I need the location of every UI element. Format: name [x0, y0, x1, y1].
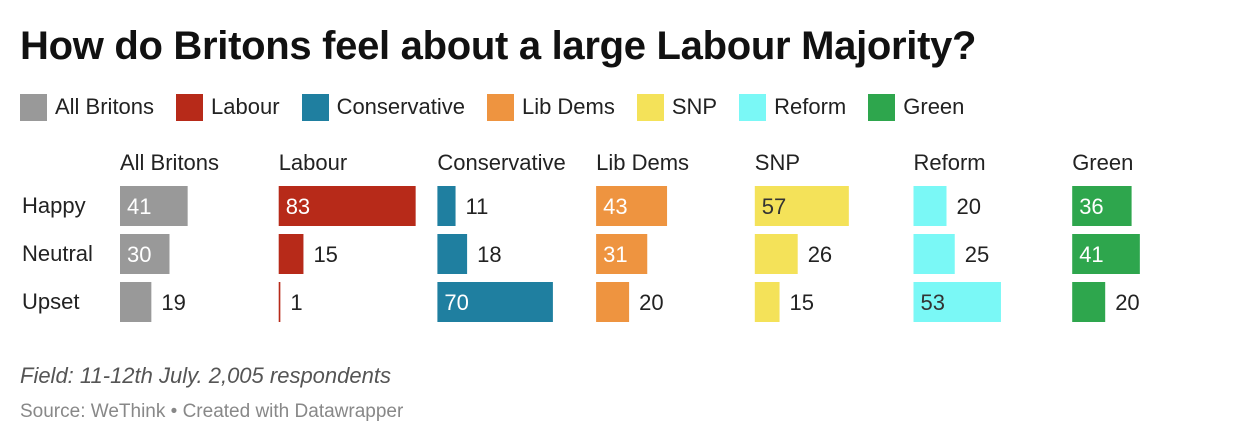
- bar: [437, 282, 553, 322]
- bar: [437, 234, 468, 274]
- bar: [120, 282, 152, 322]
- data-label: 30: [127, 242, 151, 267]
- data-label: 36: [1079, 194, 1103, 219]
- bar: [278, 186, 416, 226]
- panel-header: Labour: [279, 150, 348, 175]
- row-label: Neutral: [22, 241, 93, 266]
- legend-label: Reform: [774, 94, 847, 119]
- bar: [596, 186, 668, 226]
- data-label: 25: [965, 242, 989, 267]
- bar: [913, 282, 1001, 322]
- bar: [913, 186, 947, 226]
- panel-header: Reform: [914, 150, 986, 175]
- data-label: 18: [477, 242, 501, 267]
- legend-swatch: [868, 93, 896, 121]
- data-label: 70: [444, 290, 468, 315]
- bar: [120, 234, 170, 274]
- bar: [437, 186, 456, 226]
- data-label: 11: [466, 194, 489, 219]
- panel-header: Lib Dems: [596, 150, 689, 175]
- legend-item: Reform: [739, 93, 847, 121]
- panel-header: Conservative: [437, 150, 565, 175]
- bar: [754, 234, 798, 274]
- data-label: 15: [790, 290, 814, 315]
- bar: [1072, 234, 1140, 274]
- legend-label: Labour: [211, 94, 280, 119]
- legend-item: Green: [868, 93, 965, 121]
- data-label: 1: [290, 290, 302, 315]
- legend-label: Lib Dems: [521, 94, 615, 119]
- legend-item: Conservative: [301, 93, 465, 121]
- legend-swatch: [176, 93, 204, 121]
- data-label: 43: [603, 194, 627, 219]
- data-label: 26: [808, 242, 832, 267]
- data-label: 15: [313, 242, 337, 267]
- bar: [754, 282, 780, 322]
- data-label: 83: [286, 194, 310, 219]
- data-label: 20: [957, 194, 981, 219]
- bar: [278, 282, 281, 322]
- data-label: 20: [639, 290, 663, 315]
- legend-item: Labour: [176, 93, 280, 121]
- panel-header: SNP: [755, 150, 800, 175]
- chart-svg: Happy Neutral Upset All Britons 41 30 19 Labour…: [22, 150, 1140, 322]
- data-label: 53: [921, 290, 945, 315]
- legend-label: All Britons: [55, 94, 155, 119]
- bar: [754, 186, 849, 226]
- bar: [120, 186, 188, 226]
- bar: [596, 282, 630, 322]
- chart-title: How do Britons feel about a large Labour…: [20, 24, 977, 68]
- data-label: 57: [762, 194, 786, 219]
- bar: [278, 234, 304, 274]
- bar: [913, 234, 955, 274]
- legend-item: Lib Dems: [486, 93, 615, 121]
- legend-swatch: [636, 93, 664, 121]
- row-label: Happy: [22, 193, 86, 218]
- bar: [1072, 282, 1106, 322]
- legend-label: Green: [903, 94, 965, 119]
- data-label: 41: [1079, 242, 1103, 267]
- legend-swatch: [20, 93, 47, 121]
- chart-legend: All Britons Labour Conservative Lib Dems SNP…: [20, 92, 986, 122]
- data-label: 31: [603, 242, 627, 267]
- footer-source: Source: WeThink • Created with Datawrapp…: [20, 401, 404, 422]
- legend-swatch: [301, 93, 329, 121]
- bar: [596, 234, 648, 274]
- legend-swatch: [486, 93, 514, 121]
- data-label: 41: [127, 194, 151, 219]
- row-label: Upset: [22, 289, 79, 314]
- data-label: 19: [161, 290, 185, 315]
- panel-header: All Britons: [120, 150, 219, 175]
- legend-item: SNP: [636, 93, 718, 121]
- bar: [1072, 186, 1132, 226]
- footer-note: Field: 11-12th July. 2,005 respondents: [20, 363, 391, 388]
- legend-label: SNP: [671, 94, 718, 119]
- data-label: 20: [1115, 290, 1139, 315]
- panel-header: Green: [1072, 150, 1133, 175]
- legend-label: Conservative: [336, 94, 465, 119]
- legend-swatch: [739, 93, 767, 121]
- legend-item: All Britons: [20, 93, 155, 121]
